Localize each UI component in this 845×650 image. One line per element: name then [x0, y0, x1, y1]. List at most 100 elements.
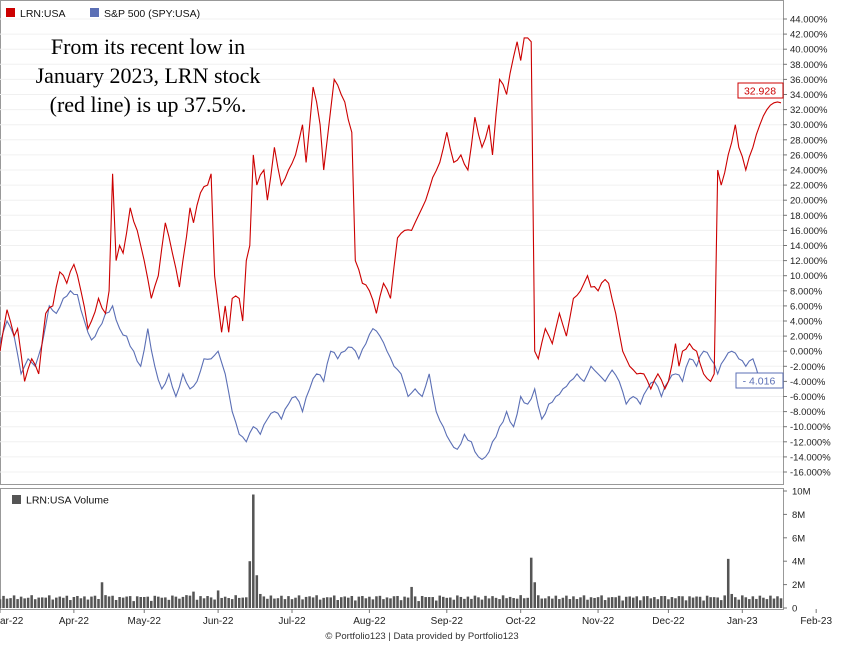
volume-bar [44, 597, 48, 608]
volume-bar [456, 595, 459, 608]
volume-bar [185, 595, 188, 608]
volume-bar [111, 595, 114, 608]
volume-bar [121, 597, 125, 608]
volume-bar [723, 595, 726, 608]
volume-bar [241, 597, 245, 608]
volume-bar [726, 558, 730, 608]
y-tick-label: -2.000% [790, 362, 826, 373]
volume-bar [223, 596, 227, 608]
volume-bar [769, 595, 772, 608]
volume-bar [709, 597, 712, 608]
volume-bar [463, 598, 466, 608]
volume-bar [519, 595, 522, 608]
volume-bar [114, 599, 118, 608]
volume-bar [118, 596, 121, 608]
volume-bar [72, 597, 76, 608]
volume-bar [748, 599, 751, 608]
volume-bar [69, 600, 72, 608]
volume-bar [730, 593, 734, 608]
volume-bar [670, 597, 674, 608]
y-tick-label: -16.000% [790, 468, 831, 479]
volume-bar [617, 595, 621, 608]
plot-frame [0, 0, 784, 485]
volume-bar [252, 494, 255, 608]
x-tick-label: Nov-22 [582, 616, 615, 627]
volume-bar [607, 597, 610, 608]
volume-bar [427, 597, 431, 608]
volume-bar [624, 596, 628, 608]
volume-bar [396, 595, 399, 608]
legend: LRN:USA S&P 500 (SPY:USA) [6, 8, 200, 20]
volume-legend: LRN:USA Volume [12, 495, 109, 507]
x-tick-label: Oct-22 [506, 616, 536, 627]
volume-bar [297, 595, 301, 608]
last-value-tag-lrn: 32.928 [737, 82, 784, 99]
volume-bar [561, 597, 565, 608]
volume-bar [79, 598, 83, 608]
volume-tick-label: 8M [792, 510, 805, 521]
volume-bar [322, 597, 325, 608]
y-tick-label: 16.000% [790, 226, 828, 237]
volume-bar [276, 598, 280, 608]
y-tick-label: -8.000% [790, 407, 826, 418]
volume-bar [174, 596, 178, 608]
volume-bar [522, 598, 526, 608]
volume-bar [431, 597, 434, 608]
last-value-label-lrn: 32.928 [744, 86, 776, 98]
y-tick-label: 24.000% [790, 166, 828, 177]
annotation-line-1: From its recent low in [51, 34, 245, 59]
volume-bar [51, 599, 55, 608]
volume-bar [698, 596, 702, 608]
volume-bar [339, 597, 343, 608]
last-value-label-spy: - 4.016 [743, 376, 776, 388]
y-tick-label: 22.000% [790, 181, 828, 192]
volume-bar [656, 599, 660, 608]
volume-bar [403, 596, 406, 608]
volume-bar [97, 599, 100, 608]
volume-bar [459, 596, 463, 608]
volume-legend-swatch [12, 495, 21, 504]
series-line-lrn [0, 37, 782, 391]
volume-bar [378, 595, 382, 608]
volume-bar [55, 597, 58, 608]
volume-bar [558, 599, 561, 608]
y-axis-ticks: 44.000% 42.000% 40.000% 38.000% 36.000% 34.00… [783, 15, 831, 479]
y-tick-label: 8.000% [790, 286, 823, 297]
legend-swatch-spy [90, 8, 99, 17]
volume-bar [157, 596, 160, 608]
volume-bar [368, 596, 371, 608]
volume-bar [434, 600, 438, 608]
volume-legend-label: LRN:USA Volume [26, 495, 109, 507]
volume-bar [593, 597, 596, 608]
volume-bar [33, 599, 37, 608]
volume-bar [65, 595, 69, 608]
volume-bar [40, 597, 44, 608]
volume-bar [579, 597, 582, 608]
volume-bar [438, 595, 442, 608]
volume-bar [318, 599, 322, 608]
y-tick-label: 30.000% [790, 120, 828, 131]
volume-bar [572, 596, 575, 608]
volume-bar [160, 597, 164, 608]
volume-bar [540, 598, 544, 608]
volume-bar [107, 596, 111, 608]
x-tick-label: Sep-22 [431, 616, 464, 627]
volume-bar [529, 557, 533, 608]
volume-bar [744, 597, 748, 608]
volume-bar [336, 600, 339, 608]
volume-tick-label: 6M [792, 533, 805, 544]
volume-bar [382, 599, 385, 608]
volume-bar [614, 597, 617, 608]
volume-bar [515, 598, 519, 608]
volume-bar [93, 595, 97, 608]
y-tick-label: 0.000% [790, 347, 823, 358]
volume-bar [635, 596, 639, 608]
volume-bar [442, 596, 445, 608]
volume-bar [505, 598, 508, 608]
volume-bar [621, 600, 624, 608]
y-tick-label: 2.000% [790, 332, 823, 343]
volume-bar [16, 599, 19, 608]
volume-bars [0, 494, 783, 608]
volume-bar [501, 595, 505, 608]
